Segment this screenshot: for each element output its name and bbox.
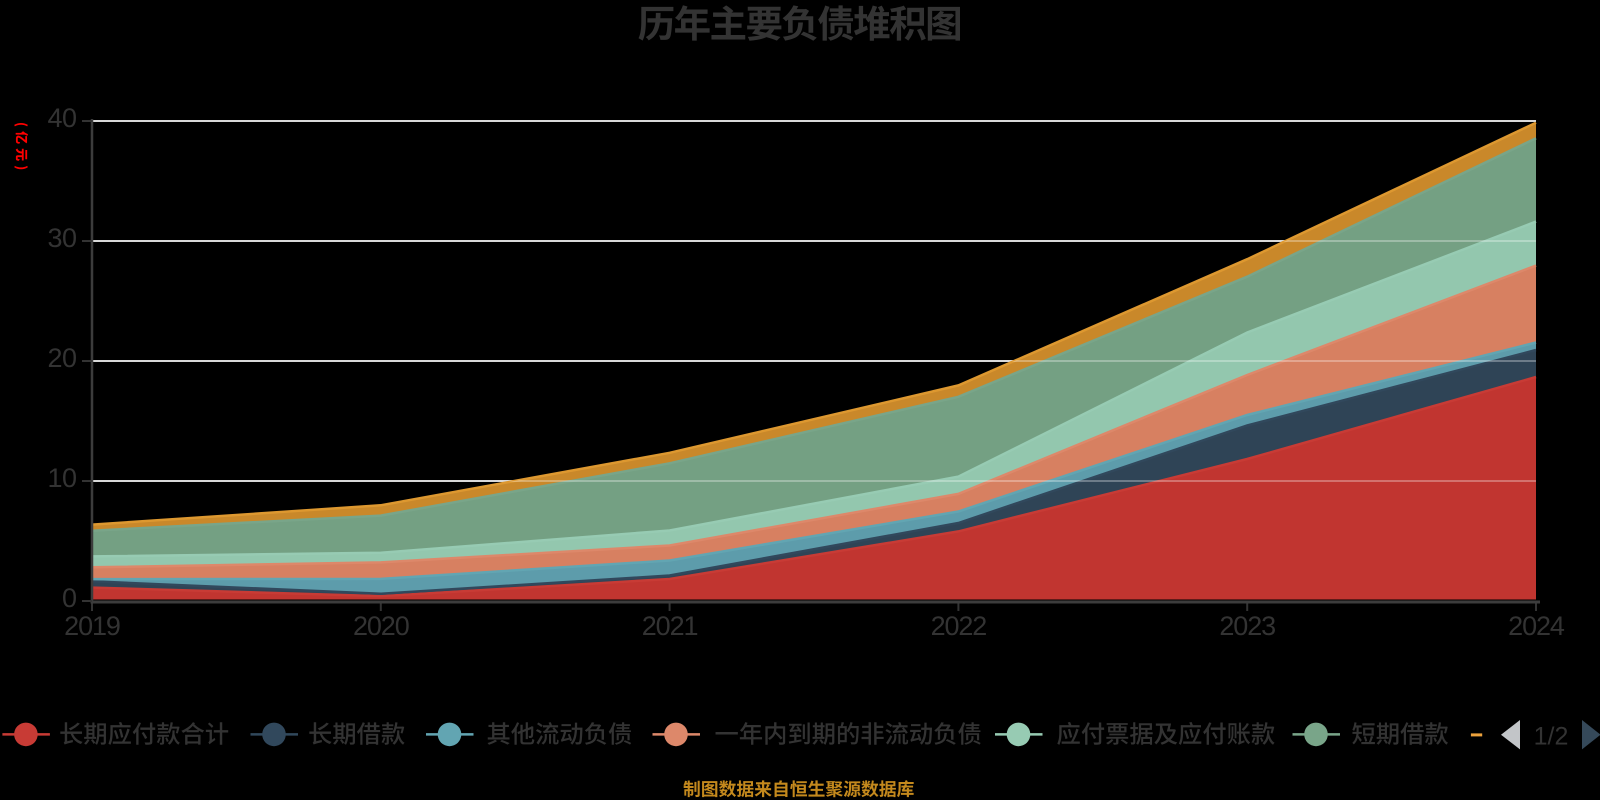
svg-text:2020: 2020 xyxy=(353,611,409,641)
svg-text:2021: 2021 xyxy=(642,611,698,641)
svg-text:40: 40 xyxy=(47,103,76,133)
svg-text:2022: 2022 xyxy=(931,611,987,641)
svg-text:2019: 2019 xyxy=(64,611,120,641)
svg-text:10: 10 xyxy=(47,463,76,493)
svg-text:20: 20 xyxy=(47,343,76,373)
svg-text:2024: 2024 xyxy=(1508,611,1565,641)
svg-text:0: 0 xyxy=(62,583,77,613)
svg-text:30: 30 xyxy=(47,223,76,253)
svg-text:2023: 2023 xyxy=(1219,611,1275,641)
svg-text:1/2: 1/2 xyxy=(1534,723,1569,751)
